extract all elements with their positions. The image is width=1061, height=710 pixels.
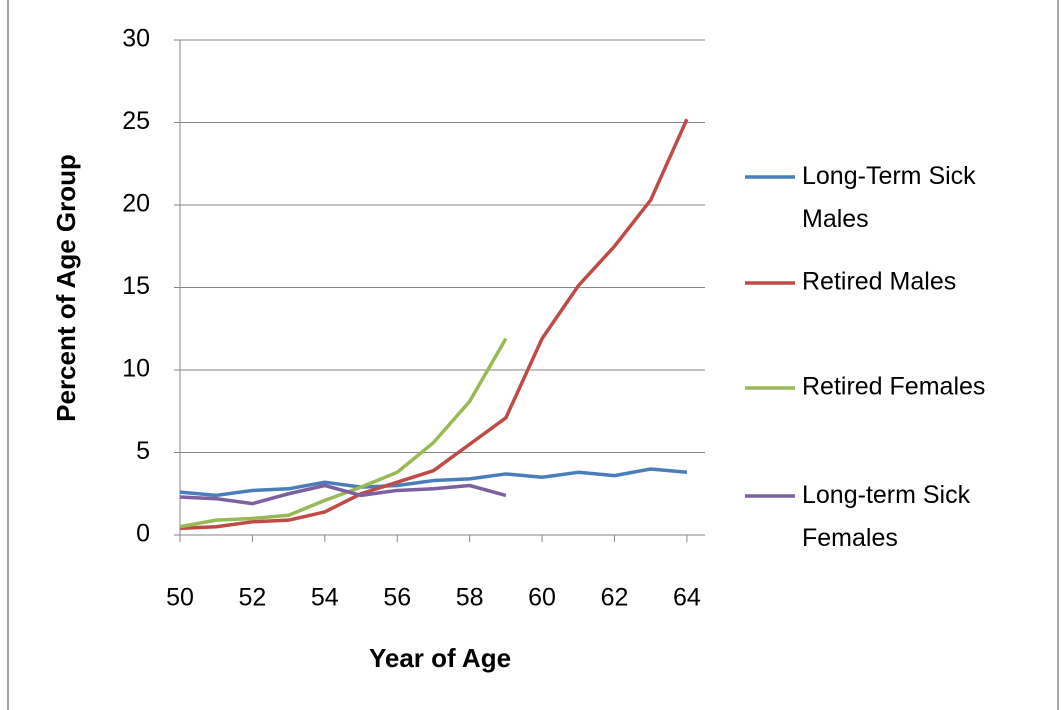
x-tick-label: 60 (528, 584, 556, 612)
frame (7, 0, 1059, 710)
y-tick-label: 15 (122, 272, 150, 300)
y-tick-label: 5 (136, 437, 150, 465)
y-axis-title: Percent of Age Group (51, 154, 81, 422)
x-tick-label: 58 (456, 584, 484, 612)
y-tick-label: 25 (122, 107, 150, 135)
x-tick-label: 64 (673, 584, 701, 612)
legend-label: Retired Females (802, 373, 985, 401)
series-line (179, 118, 689, 531)
legend-label: Retired Males (802, 268, 956, 296)
legend-label: Long-term Sick Females (802, 481, 971, 552)
legend-label: Long-Term Sick Males (802, 162, 976, 233)
x-tick-label: 54 (311, 584, 339, 612)
y-tick-label: 20 (122, 190, 150, 218)
x-axis-title: Year of Age (369, 643, 511, 673)
y-tick-label: 0 (136, 520, 150, 548)
y-tick-label: 10 (122, 355, 150, 383)
x-tick-label: 62 (601, 584, 629, 612)
series-line (179, 467, 688, 498)
x-tick-label: 56 (383, 584, 411, 612)
series-line (179, 337, 508, 529)
y-tick-label: 30 (122, 25, 150, 53)
x-tick-label: 52 (239, 584, 267, 612)
x-tick-label: 50 (166, 584, 194, 612)
series-line (179, 483, 507, 506)
